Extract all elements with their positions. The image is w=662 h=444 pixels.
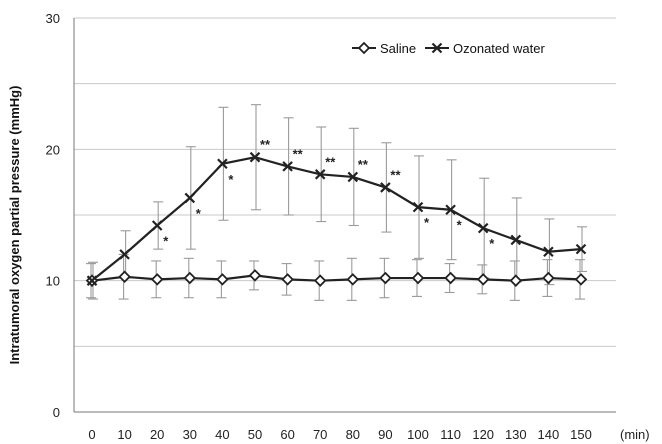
x-tick-label: 120 [472,427,494,442]
significance-label: * [424,215,430,230]
significance-label: * [457,218,463,233]
legend: Saline Ozonated water [352,41,545,56]
x-tick-label: 70 [313,427,327,442]
x-tick-label: 90 [378,427,392,442]
x-tick-label: 140 [538,427,560,442]
y-tick-labels: 0 10 20 30 [46,11,60,420]
significance-label: ** [325,154,336,169]
legend-label-ozonated-water: Ozonated water [453,41,545,56]
data-point-saline [476,273,490,286]
data-point-saline [411,271,425,285]
y-tick-label: 20 [46,142,60,157]
data-point-ozonated-water [347,171,359,183]
legend-marker-saline [357,41,371,55]
data-point-saline [313,274,327,287]
data-point-ozonated-water [119,249,130,260]
x-tick-labels: 0 10 20 30 40 50 60 70 80 90 100 110 120 130 140 150 [88,427,591,442]
significance-label: * [489,236,495,251]
data-point-saline [281,273,294,286]
data-point-ozonated-water [217,158,228,170]
significance-label: ** [293,146,304,161]
data-point-ozonated-water [477,222,489,234]
data-point-ozonated-water [445,204,456,216]
series-line-saline [91,274,582,282]
x-tick-label: 40 [215,427,229,442]
data-point-saline [346,273,360,286]
y-tick-label: 30 [46,11,60,26]
y-tick-label: 10 [46,274,60,289]
significance-label: * [163,234,169,249]
data-point-saline [248,269,262,282]
x-tick-label: 0 [88,427,95,442]
legend-label-saline: Saline [380,41,416,56]
significance-label: ** [390,167,401,182]
error-bars [86,104,587,301]
x-tick-label: 60 [280,427,294,442]
x-tick-label: 30 [183,427,197,442]
data-point-saline [118,270,131,283]
data-point-ozonated-water [282,161,293,172]
x-tick-label: 50 [248,427,262,442]
y-axis-label: Intratumoral oxygen partial pressure (mm… [7,86,22,365]
data-point-ozonated-water [314,169,326,180]
data-point-ozonated-water [151,220,163,231]
data-point-ozonated-water [510,234,522,246]
data-point-saline [150,273,164,286]
x-tick-label: 110 [440,427,461,442]
data-point-ozonated-water [543,246,554,258]
y-tick-label: 0 [53,405,60,420]
data-point-saline [542,271,555,285]
data-point-saline [216,273,229,286]
data-point-saline [444,271,457,285]
axes [73,18,616,413]
x-tick-label: 100 [407,427,429,442]
data-point-ozonated-water [86,275,98,286]
data-point-ozonated-water [184,192,196,204]
grid [74,17,616,347]
data-point-saline [379,271,392,285]
series-lines [91,156,582,282]
data-point-ozonated-water [249,151,261,163]
significance-label: ** [358,157,369,172]
data-point-saline [183,271,197,285]
significance-labels: ********* ***** ** [163,137,495,251]
data-point-ozonated-water [412,201,424,213]
x-tick-label: 80 [346,427,360,442]
significance-label: * [228,172,234,187]
x-tick-label: 10 [117,427,131,442]
significance-label: * [196,206,202,221]
series-line-ozonated-water [91,156,582,282]
data-point-ozonated-water [380,182,391,193]
x-axis-label: (min) [620,427,650,442]
x-tick-label: 130 [505,427,527,442]
x-tick-label: 150 [570,427,592,442]
data-point-saline [574,273,588,286]
significance-label: ** [260,137,271,152]
series-markers [85,151,588,287]
data-point-saline [509,274,523,287]
data-point-ozonated-water [575,243,587,255]
legend-marker-ozonated-water [431,42,443,54]
x-tick-label: 20 [150,427,164,442]
